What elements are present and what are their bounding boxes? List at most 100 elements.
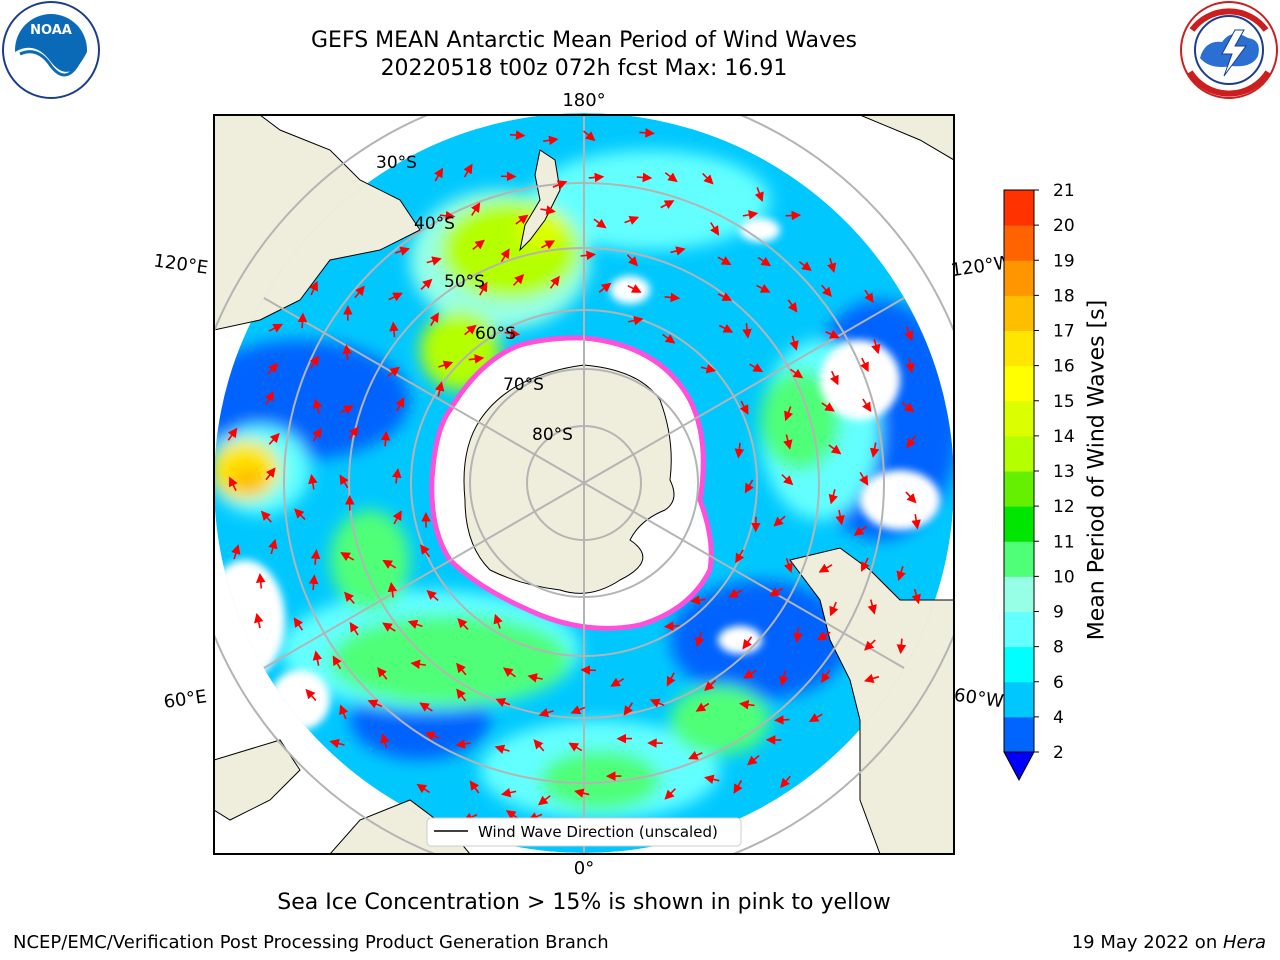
wave-direction-arrow [911, 588, 921, 605]
wave-direction-arrow [377, 667, 388, 680]
meridian-label-60w: 60°W [953, 685, 1005, 713]
wave-direction-arrow [387, 366, 400, 378]
colorbar-tick-label: 18 [1053, 286, 1075, 306]
wave-direction-arrow [700, 364, 717, 374]
parallel-label-40s: 40°S [414, 214, 455, 234]
map-title: GEFS MEAN Antarctic Mean Period of Wind … [311, 28, 857, 53]
wave-direction-arrow [349, 621, 359, 636]
wave-direction-arrow [835, 509, 845, 526]
colorbar-segment [1004, 471, 1034, 507]
wave-direction-arrow [789, 368, 804, 379]
wave-direction-arrow [623, 702, 634, 716]
wave-direction-arrow [389, 321, 399, 338]
wave-direction-arrow [297, 312, 308, 329]
wave-direction-arrow [789, 335, 799, 351]
wave-direction-arrow [410, 659, 426, 670]
wave-direction-arrow [515, 214, 529, 225]
wave-direction-arrow [639, 128, 655, 138]
wave-direction-arrow [756, 283, 771, 293]
wave-direction-arrow [308, 574, 319, 590]
wave-direction-arrow [742, 210, 759, 220]
footer-host: Hera [1222, 932, 1266, 953]
wave-direction-arrow [439, 210, 456, 221]
noaa-logo: NOAA [2, 1, 100, 99]
wave-direction-arrow [367, 699, 383, 709]
wave-direction-arrow [867, 599, 877, 615]
wave-direction-arrow [580, 665, 597, 675]
wave-direction-arrow [312, 650, 323, 666]
wave-direction-arrow [859, 471, 869, 486]
colorbar-segment [1004, 225, 1034, 261]
wave-direction-arrow [552, 180, 568, 190]
wave-direction-arrow [744, 479, 754, 494]
wave-direction-arrow [735, 549, 745, 564]
colorbar-tick-label: 14 [1053, 427, 1075, 447]
wave-direction-arrow [455, 739, 471, 749]
wave-direction-arrow [649, 698, 665, 708]
wave-direction-arrow [906, 435, 916, 449]
wave-direction-arrow [863, 673, 880, 684]
wave-direction-arrow [829, 601, 839, 617]
wave-direction-arrow [626, 254, 638, 267]
wave-direction-arrow [268, 538, 278, 555]
wave-direction-arrow [773, 515, 786, 527]
wave-direction-arrow [426, 256, 442, 266]
wave-direction-arrow [538, 708, 554, 718]
wave-direction-arrow [783, 434, 793, 450]
wave-direction-arrow [695, 702, 710, 712]
wave-direction-arrow [543, 135, 559, 146]
wave-direction-arrow [469, 780, 480, 794]
wave-direction-arrow [310, 549, 321, 565]
wave-direction-arrow [734, 442, 745, 459]
wave-direction-arrow [825, 329, 840, 339]
wave-direction-arrow [746, 754, 760, 766]
colorbar-segment [1004, 716, 1034, 753]
wave-direction-arrow [540, 205, 556, 215]
wave-direction-arrow [265, 467, 276, 481]
graticule [214, 115, 954, 854]
wave-direction-arrow [570, 705, 586, 715]
wave-direction-arrow [784, 406, 794, 422]
nws-logo [1180, 1, 1278, 99]
colorbar-tick-label: 4 [1053, 708, 1064, 728]
wave-direction-arrow [896, 565, 906, 582]
wave-direction-arrow [387, 582, 398, 598]
wave-direction-arrow [339, 704, 349, 720]
colorbar-tick-label: 12 [1053, 497, 1075, 517]
wave-direction-arrow [309, 355, 319, 369]
meridian-label-60e: 60°E [162, 686, 208, 713]
wave-direction-arrow [717, 256, 732, 266]
wave-direction-arrow [853, 525, 867, 536]
wave-direction-arrow [268, 432, 280, 445]
wave-direction-arrow [227, 427, 238, 441]
wave-direction-arrow [666, 672, 676, 687]
wave-direction-arrow [254, 612, 264, 629]
wave-direction-arrow [754, 187, 764, 202]
wave-direction-arrow [739, 400, 749, 415]
wave-direction-arrow [743, 669, 757, 679]
map-subtitle: 20220518 t00z 072h fcst Max: 16.91 [380, 56, 788, 81]
wave-direction-arrow [464, 324, 477, 336]
wave-direction-arrow [905, 491, 917, 504]
wave-direction-arrow [502, 667, 516, 678]
wave-direction-arrow [904, 326, 914, 342]
wave-direction-arrow [537, 795, 551, 806]
wave-direction-arrow [472, 239, 486, 250]
colorbar-segment [1004, 681, 1034, 718]
wave-direction-arrow [388, 292, 403, 302]
wave-direction-arrow [864, 639, 876, 651]
wave-direction-arrow [456, 662, 467, 676]
wave-direction-arrow [773, 715, 790, 725]
colorbar-tick-label: 11 [1053, 532, 1075, 552]
wave-direction-arrow [787, 299, 798, 313]
wave-direction-arrow [860, 357, 869, 373]
wave-direction-arrow [348, 426, 359, 440]
wave-direction-arrow [424, 731, 440, 741]
wave-direction-arrow [769, 587, 784, 597]
colorbar-tick-label: 17 [1053, 322, 1075, 342]
wave-direction-arrow [728, 588, 743, 598]
wave-direction-arrow [267, 362, 279, 376]
wave-direction-arrow [827, 257, 837, 274]
wave-direction-arrow [540, 240, 556, 250]
wave-direction-arrow [500, 787, 517, 798]
